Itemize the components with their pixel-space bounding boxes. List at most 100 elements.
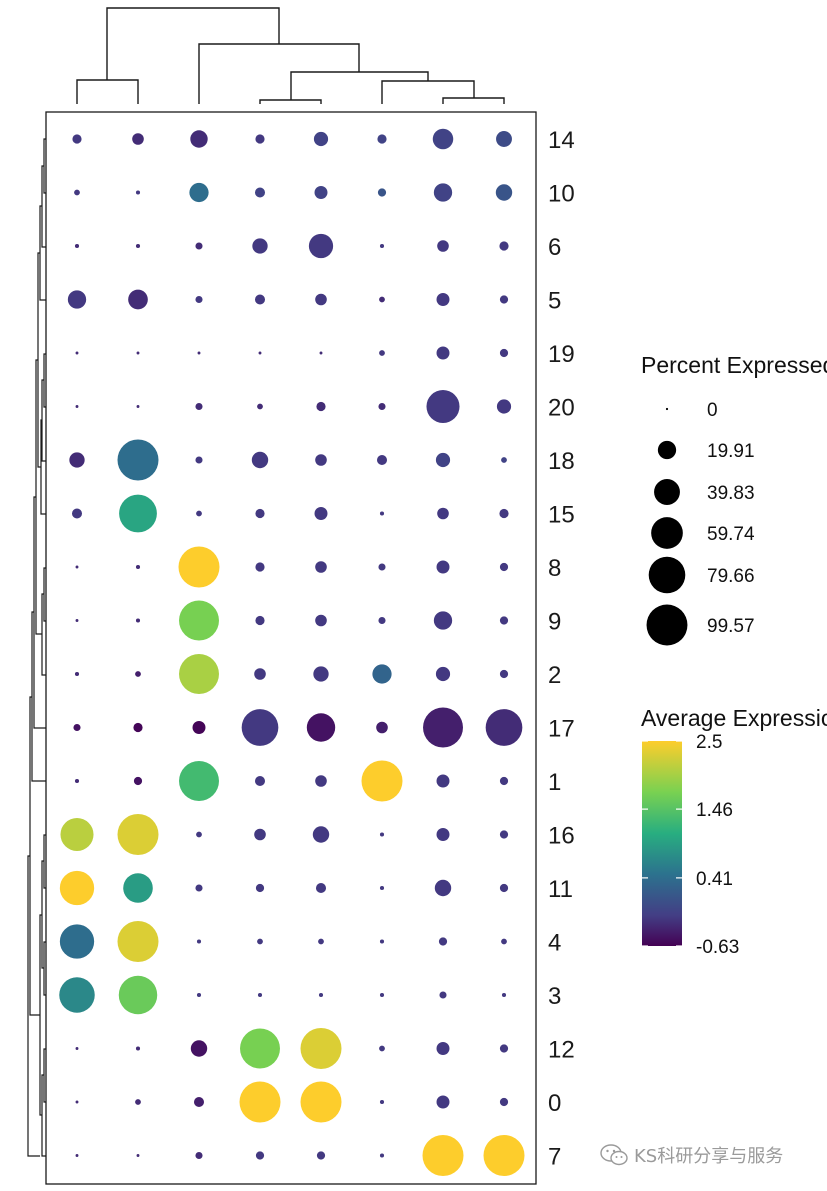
dot-cluster-15-c7	[437, 507, 449, 520]
dot-cluster-19-c4	[258, 351, 262, 355]
dot-cluster-1-c7	[436, 774, 450, 788]
dot-cluster-18-c5	[315, 454, 327, 466]
dot-cluster-5-c1	[67, 290, 87, 309]
dot-cluster-15-c3	[196, 510, 202, 517]
dot-cluster-7-c7	[422, 1135, 464, 1176]
dot-cluster-11-c1	[59, 870, 95, 906]
size-legend-title: Percent Expressed	[641, 352, 827, 378]
dot-cluster-6-c3	[195, 242, 203, 250]
dot-cluster-12-c5	[300, 1028, 342, 1069]
dot-cluster-1-c5	[315, 775, 327, 787]
size-legend-label: 79.66	[707, 566, 755, 587]
dot-cluster-1-c8	[499, 776, 509, 786]
dot-cluster-14-c2	[132, 133, 144, 145]
dot-cluster-10-c8	[495, 184, 513, 201]
dot-cluster-8-c8	[499, 562, 509, 572]
dot-cluster-20-c3	[195, 402, 203, 411]
dot-cluster-7-c1	[75, 1154, 79, 1157]
size-legend-dot	[665, 407, 669, 411]
dot-cluster-4-c6	[379, 939, 385, 944]
size-legend-dot	[648, 556, 686, 594]
dot-cluster-17-c4	[241, 709, 279, 746]
row-label-11: 11	[548, 876, 573, 903]
dot-cluster-5-c7	[436, 293, 450, 306]
dot-cluster-9-c5	[315, 614, 327, 627]
dot-cluster-20-c7	[426, 389, 460, 424]
dot-cluster-2-c8	[499, 669, 509, 679]
dot-cluster-6-c8	[499, 241, 509, 251]
dot-cluster-14-c7	[432, 128, 454, 150]
dot-cluster-17-c7	[423, 707, 463, 748]
dot-cluster-9-c6	[378, 616, 386, 625]
watermark: KS科研分享与服务	[600, 1142, 783, 1168]
size-legend: Percent Expressed 0 19.91 39.83 59.74 79.66 9…	[641, 352, 827, 646]
dot-cluster-14-c1	[72, 134, 82, 144]
dot-cluster-3-c7	[439, 991, 447, 999]
dot-cluster-7-c5	[316, 1151, 326, 1160]
dot-cluster-18-c3	[195, 456, 203, 464]
dot-cluster-16-c8	[499, 830, 509, 839]
row-label-5: 5	[548, 288, 561, 315]
dot-cluster-4-c1	[59, 924, 95, 959]
dot-cluster-0-c8	[499, 1097, 509, 1107]
dot-cluster-12-c2	[135, 1046, 141, 1051]
row-label-19: 19	[548, 341, 575, 368]
dot-cluster-19-c3	[197, 351, 201, 355]
dot-cluster-4-c5	[318, 938, 324, 945]
plot-panel	[45, 111, 537, 1185]
dot-cluster-3-c1	[59, 977, 95, 1013]
size-legend-dot	[651, 517, 683, 549]
dot-cluster-15-c4	[255, 508, 265, 519]
dot-cluster-5-c4	[254, 294, 266, 305]
dots-layer	[59, 128, 525, 1176]
dot-cluster-17-c3	[192, 721, 206, 734]
dot-cluster-5-c5	[315, 293, 327, 306]
dot-cluster-14-c4	[255, 134, 265, 144]
dot-cluster-15-c8	[499, 508, 509, 519]
color-legend-bar	[642, 741, 682, 946]
row-label-0: 0	[548, 1090, 561, 1117]
row-label-12: 12	[548, 1037, 575, 1064]
dot-cluster-10-c7	[433, 183, 453, 202]
dot-cluster-11-c7	[434, 879, 452, 897]
dot-cluster-12-c7	[436, 1042, 450, 1055]
dot-cluster-17-c8	[485, 709, 523, 746]
dot-cluster-15-c1	[71, 508, 83, 519]
row-label-1: 1	[548, 769, 561, 796]
dot-cluster-6-c1	[74, 243, 80, 249]
dot-cluster-8-c6	[378, 563, 386, 571]
dot-cluster-1-c2	[133, 776, 143, 786]
color-legend-label: 0.41	[696, 869, 733, 890]
dot-cluster-12-c3	[190, 1040, 208, 1057]
dot-cluster-10-c5	[314, 186, 328, 199]
dot-cluster-18-c2	[117, 439, 159, 481]
dot-cluster-20-c1	[75, 405, 79, 408]
dot-cluster-8-c3	[178, 546, 220, 588]
dot-cluster-19-c1	[75, 351, 79, 355]
dot-cluster-16-c1	[60, 817, 94, 852]
dot-cluster-14-c6	[377, 134, 387, 144]
row-label-20: 20	[548, 395, 575, 422]
dot-cluster-19-c8	[499, 348, 509, 358]
dot-cluster-0-c1	[75, 1100, 79, 1104]
dot-cluster-16-c7	[436, 828, 450, 841]
dot-cluster-2-c5	[313, 666, 329, 682]
dot-cluster-2-c7	[435, 666, 451, 682]
row-label-4: 4	[548, 930, 561, 957]
dot-cluster-1-c1	[74, 778, 80, 784]
dot-cluster-12-c8	[499, 1044, 509, 1053]
dot-cluster-8-c5	[315, 561, 327, 573]
dot-cluster-20-c8	[496, 399, 512, 414]
row-label-10: 10	[548, 181, 575, 208]
dot-cluster-7-c4	[255, 1151, 265, 1160]
dot-cluster-11-c3	[195, 884, 203, 892]
dot-cluster-3-c8	[501, 992, 507, 998]
dot-cluster-1-c3	[179, 761, 219, 801]
dot-cluster-17-c1	[73, 723, 81, 732]
dot-cluster-10-c2	[135, 190, 141, 195]
size-legend-label: 0	[707, 400, 718, 421]
dot-cluster-1-c6	[361, 760, 403, 802]
dot-cluster-12-c4	[240, 1028, 280, 1069]
dot-cluster-7-c8	[483, 1135, 525, 1176]
